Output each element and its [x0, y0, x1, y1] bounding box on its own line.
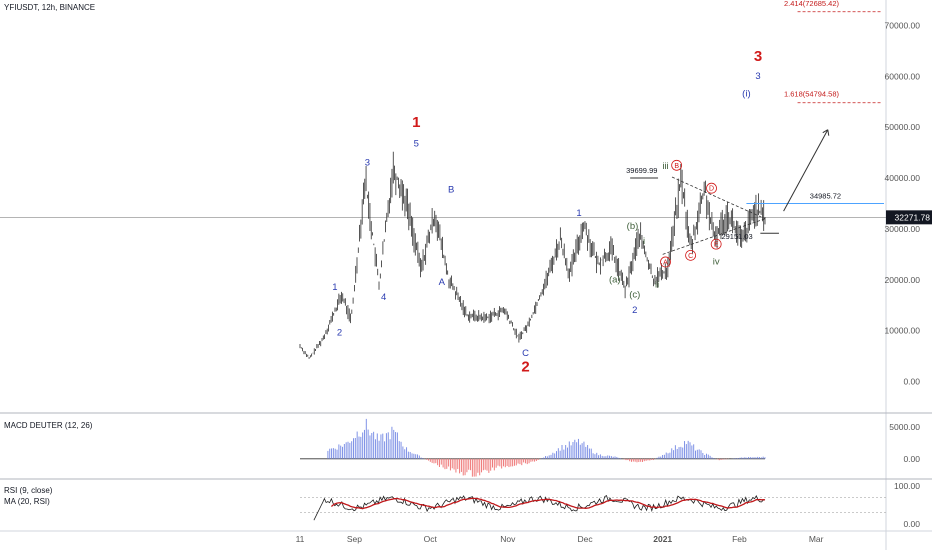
- x-tick-label: Mar: [809, 534, 824, 544]
- price-annotation: 39699.99: [626, 166, 657, 175]
- wave-label: ii: [655, 279, 659, 290]
- wave-label: iv: [713, 256, 720, 267]
- wave-label: C: [522, 348, 529, 359]
- projection-arrow: [783, 129, 829, 212]
- wave-label: 4: [381, 292, 386, 303]
- wave-label: (i): [742, 89, 750, 100]
- wave-label: 2: [632, 305, 637, 316]
- wave-label: A: [439, 277, 446, 288]
- wave-label: 2: [521, 358, 529, 375]
- x-tick-label: 11: [296, 534, 305, 544]
- y-tick-label: 40000.00: [885, 173, 921, 183]
- wave-label: i: [643, 236, 645, 247]
- macd-y-tick: 5000.00: [889, 422, 920, 432]
- circled-wave-marker: [706, 182, 717, 194]
- wave-label: 2: [337, 328, 342, 339]
- wave-label: 3: [365, 157, 370, 168]
- circled-wave-label: E: [714, 242, 719, 249]
- wave-label: 3: [755, 71, 760, 82]
- circled-wave-marker: [710, 238, 722, 250]
- wave-label: 5: [414, 138, 419, 149]
- x-tick-label: Dec: [577, 534, 593, 544]
- y-tick-label: 20000.00: [885, 275, 921, 285]
- y-tick-label: 60000.00: [885, 71, 921, 81]
- chart-title: YFIUSDT, 12h, BINANCE: [4, 3, 96, 12]
- x-tick-label: Oct: [424, 534, 438, 544]
- ma-label: MA (20, RSI): [4, 497, 50, 506]
- triangle-lower: [662, 218, 766, 255]
- current-price-badge: [886, 210, 932, 225]
- current-price-label: 32271.78: [895, 212, 931, 222]
- circled-wave-label: B: [674, 163, 679, 170]
- projection-arrowhead: [822, 129, 830, 136]
- price-annotation: 34985.72: [810, 191, 841, 200]
- circled-wave-marker: [671, 159, 683, 171]
- y-tick-label: 50000.00: [885, 122, 921, 132]
- x-tick-label: Nov: [500, 534, 516, 544]
- wave-label: (b): [627, 221, 639, 232]
- rsi-label: RSI (9, close): [4, 486, 53, 495]
- rsi-y-tick: 100.00: [894, 481, 920, 491]
- wave-label: (c): [629, 290, 640, 301]
- wave-label: 1: [332, 282, 337, 293]
- y-tick-label: 0.00: [903, 376, 920, 386]
- wave-label: 1: [576, 208, 581, 219]
- circled-wave-marker: [685, 249, 696, 261]
- y-tick-label: 10000.00: [885, 326, 921, 336]
- circled-wave-label: A: [663, 259, 668, 266]
- wave-label: B: [448, 184, 454, 195]
- wave-label: (a): [609, 274, 621, 285]
- y-tick-label: 30000.00: [885, 224, 921, 234]
- wave-label: 3: [754, 48, 762, 65]
- x-tick-label: Feb: [732, 534, 747, 544]
- y-tick-label: 70000.00: [885, 20, 921, 30]
- price-annotation: 2.414(72685.42): [784, 0, 840, 8]
- triangle-upper: [671, 176, 766, 220]
- macd-y-tick: 0.00: [903, 454, 920, 464]
- x-tick-label: 2021: [653, 534, 672, 544]
- wave-label: 1: [412, 114, 420, 131]
- wave-label: iii: [662, 161, 668, 172]
- rsi-y-tick: 0.00: [903, 519, 920, 529]
- price-annotation: 29151.03: [721, 232, 752, 241]
- rsi-ma-line: [330, 497, 766, 510]
- macd-label: MACD DEUTER (12, 26): [4, 421, 93, 430]
- circled-wave-marker: [660, 256, 671, 268]
- circled-wave-label: C: [688, 253, 693, 260]
- price-annotation: 1.618(54794.58): [784, 90, 840, 99]
- x-tick-label: Sep: [347, 534, 362, 544]
- circled-wave-label: D: [709, 186, 714, 193]
